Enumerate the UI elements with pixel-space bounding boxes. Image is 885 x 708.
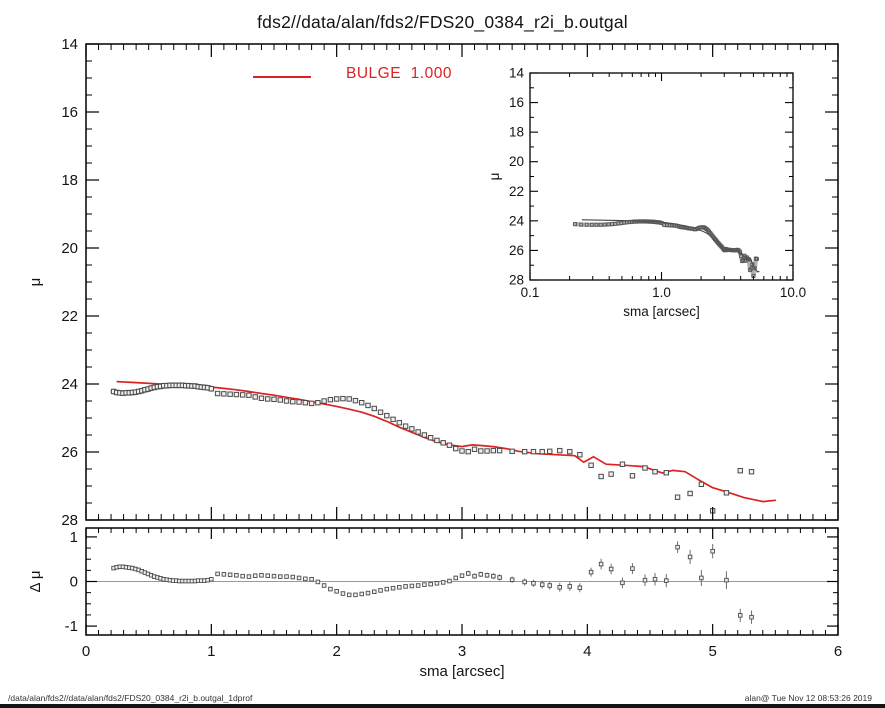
svg-text:24: 24 xyxy=(509,213,525,228)
svg-text:14: 14 xyxy=(509,66,525,81)
svg-text:28: 28 xyxy=(61,512,78,529)
footer-file-path: /data/alan/fds2//data/alan/fds2/FDS20_03… xyxy=(8,693,253,703)
svg-text:1.0: 1.0 xyxy=(652,285,671,300)
svg-text:3: 3 xyxy=(458,643,466,660)
svg-text:2: 2 xyxy=(332,643,340,660)
svg-text:sma [arcsec]: sma [arcsec] xyxy=(623,304,700,319)
svg-text:18: 18 xyxy=(61,172,78,189)
svg-text:sma [arcsec]: sma [arcsec] xyxy=(419,663,504,680)
svg-text:5: 5 xyxy=(708,643,716,660)
svg-text:-1: -1 xyxy=(65,618,78,635)
svg-text:22: 22 xyxy=(509,184,524,199)
svg-text:0: 0 xyxy=(82,643,90,660)
svg-text:28: 28 xyxy=(509,273,524,288)
svg-text:26: 26 xyxy=(509,243,524,258)
svg-text:20: 20 xyxy=(509,154,524,169)
svg-text:Δ μ: Δ μ xyxy=(27,570,44,592)
svg-text:1: 1 xyxy=(70,529,78,546)
svg-text:20: 20 xyxy=(61,240,78,257)
svg-text:16: 16 xyxy=(509,95,524,110)
svg-text:16: 16 xyxy=(61,104,78,121)
svg-text:6: 6 xyxy=(834,643,842,660)
svg-text:0: 0 xyxy=(70,574,78,591)
page-title: fds2//data/alan/fds2/FDS20_0384_r2i_b.ou… xyxy=(257,12,628,32)
svg-text:1: 1 xyxy=(207,643,215,660)
svg-text:22: 22 xyxy=(61,308,78,325)
svg-text:10.0: 10.0 xyxy=(780,285,806,300)
svg-text:0.1: 0.1 xyxy=(521,285,540,300)
window-edge-bar xyxy=(0,704,885,708)
legend-model-label: BULGE 1.000 xyxy=(346,65,452,82)
svg-text:18: 18 xyxy=(509,125,524,140)
legend-model-line-swatch xyxy=(253,76,311,78)
svg-text:24: 24 xyxy=(61,376,78,393)
svg-text:μ: μ xyxy=(27,278,44,287)
svg-text:26: 26 xyxy=(61,444,78,461)
svg-text:μ: μ xyxy=(487,173,502,181)
svg-text:14: 14 xyxy=(61,36,78,53)
footer-user-timestamp: alan@ Tue Nov 12 08:53:26 2019 xyxy=(744,693,872,703)
svg-text:4: 4 xyxy=(583,643,591,660)
